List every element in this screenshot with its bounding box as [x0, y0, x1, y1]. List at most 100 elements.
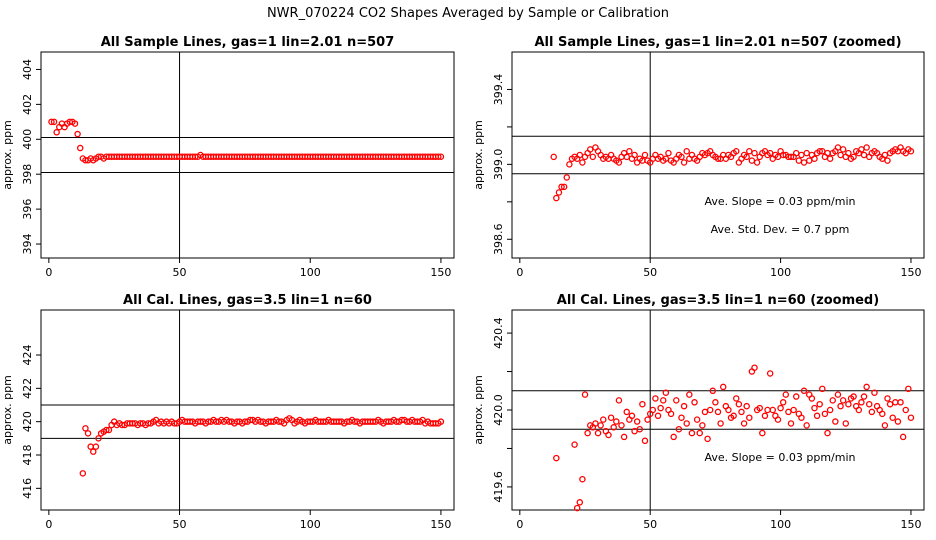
data-point — [641, 151, 649, 159]
data-point — [675, 425, 683, 433]
sample-lines-plot: All Sample Lines, gas=1 lin=2.01 n=507 0 5… — [1, 35, 455, 279]
data-point — [566, 161, 573, 168]
data-point — [719, 383, 727, 391]
data-point — [868, 408, 876, 416]
data-point — [806, 157, 813, 164]
data-point — [633, 418, 641, 425]
data-point — [667, 410, 675, 418]
panel-title: All Sample Lines, gas=1 lin=2.01 n=507 — [101, 35, 395, 50]
data-point — [641, 437, 649, 445]
data-point — [613, 418, 620, 425]
data-point — [733, 395, 740, 402]
data-point — [654, 412, 662, 420]
data-point — [787, 420, 795, 427]
data-point — [884, 395, 891, 402]
data-point — [693, 416, 701, 423]
data-point — [53, 129, 60, 136]
data-point — [594, 429, 602, 437]
x-tick-label: 150 — [430, 266, 451, 279]
data-point — [579, 159, 586, 166]
data-point — [95, 435, 102, 442]
data-point — [819, 385, 826, 393]
data-point — [706, 406, 714, 414]
panel-title: All Cal. Lines, gas=3.5 lin=1 n=60 (zoom… — [557, 293, 879, 308]
data-point — [756, 404, 763, 412]
data-point — [623, 408, 630, 416]
data-point — [87, 443, 94, 450]
panel-title: All Sample Lines, gas=1 lin=2.01 n=507 (… — [534, 35, 901, 50]
data-point — [618, 422, 625, 429]
data-point — [808, 395, 816, 402]
data-point — [79, 470, 87, 477]
y-axis-label: approx. ppm — [472, 120, 485, 190]
data-point — [678, 153, 685, 161]
data-point — [907, 148, 915, 155]
y-tick-label: 399.4 — [492, 74, 505, 106]
data-point — [826, 406, 834, 414]
data-point — [858, 399, 865, 406]
x-tick-label: 100 — [770, 518, 791, 531]
data-point — [555, 189, 563, 196]
data-point — [709, 387, 717, 395]
data-point — [50, 118, 58, 126]
y-tick-label: 400 — [21, 129, 34, 150]
y-tick-label: 418 — [21, 445, 34, 466]
data-point — [800, 387, 808, 395]
data-point — [76, 144, 84, 152]
data-point — [803, 422, 810, 429]
y-tick-label: 398.6 — [492, 224, 505, 256]
data-point — [751, 149, 758, 157]
data-point — [581, 391, 589, 398]
data-point — [907, 414, 915, 421]
data-point — [837, 151, 844, 159]
annotation: Ave. Slope = 0.03 ppm/min — [705, 451, 856, 464]
data-point — [761, 412, 769, 420]
data-point — [573, 504, 581, 512]
data-point — [670, 433, 677, 441]
data-point — [686, 391, 693, 398]
data-point — [592, 420, 599, 427]
data-point — [733, 148, 740, 155]
x-tick-label: 100 — [300, 266, 321, 279]
data-point — [860, 151, 868, 159]
data-point — [92, 443, 100, 450]
data-point — [740, 420, 748, 427]
data-point — [105, 426, 113, 434]
data-point — [850, 153, 857, 161]
data-point — [657, 404, 664, 412]
x-tick-label: 150 — [900, 266, 921, 279]
data-point — [795, 157, 803, 164]
y-tick-label: 404 — [21, 59, 34, 80]
cal-lines-plot: All Cal. Lines, gas=3.5 lin=1 n=60 0 50 100… — [1, 293, 455, 531]
x-tick-label: 0 — [516, 266, 523, 279]
data-point — [571, 441, 578, 448]
y-axis-label: approx. ppm — [1, 120, 14, 190]
y-tick-label: 402 — [21, 94, 34, 115]
data-point — [777, 404, 784, 412]
data-point — [652, 395, 659, 402]
data-point — [714, 408, 722, 416]
y-tick-label: 420.0 — [492, 394, 505, 426]
data-point — [673, 397, 680, 404]
data-point — [631, 151, 638, 159]
data-point — [649, 406, 657, 414]
data-point — [699, 422, 706, 429]
data-point — [813, 412, 821, 420]
data-point — [845, 400, 852, 408]
data-point — [600, 416, 607, 423]
data-point — [730, 412, 737, 420]
y-tick-label: 419.6 — [492, 471, 505, 503]
data-point — [790, 406, 797, 414]
cal-lines-zoomed-plot: All Cal. Lines, gas=3.5 lin=1 n=60 (zoom… — [472, 293, 925, 531]
data-point — [842, 420, 850, 427]
sample-lines-zoomed-plot: All Sample Lines, gas=1 lin=2.01 n=507 (… — [472, 35, 925, 279]
data-point — [798, 414, 805, 421]
data-point — [437, 418, 445, 425]
data-point — [863, 383, 870, 391]
data-point — [759, 429, 766, 437]
data-point — [829, 397, 836, 404]
data-point — [746, 148, 753, 155]
data-point — [845, 149, 852, 157]
data-point — [839, 146, 847, 153]
